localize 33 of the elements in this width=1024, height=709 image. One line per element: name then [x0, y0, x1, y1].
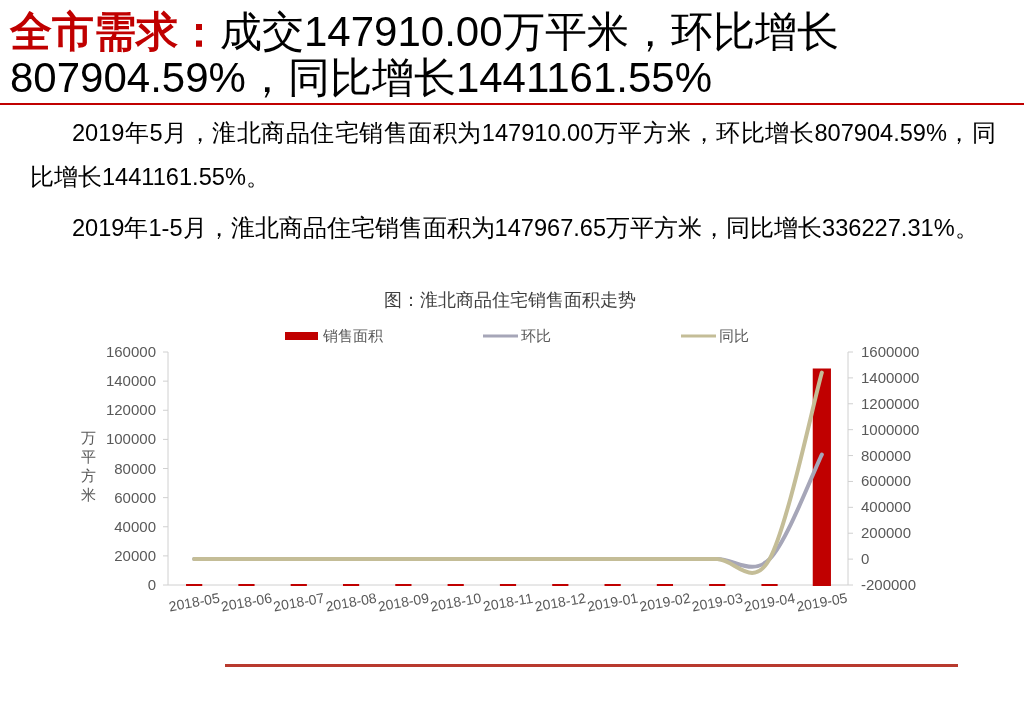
x-tick-label: 2019-05	[795, 589, 849, 615]
y2-tick-label: 200000	[861, 524, 912, 542]
y2-tick-label: 1600000	[861, 343, 920, 360]
y-tick-label: 60000	[114, 488, 156, 506]
text: 2019年5月，淮北商品住宅销售面积为147910.00万平方米，环比增长807904.59%，同比增长1441161.55%。	[30, 119, 996, 192]
text: 2019年1-5月，淮北商品住宅销售面积为147967.65万平方米，同比增长336227.31%。	[71, 214, 980, 243]
y2-tick-label: 0	[861, 550, 870, 568]
y-tick-label: 20000	[114, 546, 156, 564]
y2-tick-label: 600000	[861, 472, 912, 490]
x-tick-label: 2018-10	[429, 589, 483, 615]
y-tick-label: 0	[147, 576, 156, 593]
y-tick-label: 160000	[105, 343, 156, 360]
x-tick-label: 2019-02	[638, 589, 692, 615]
y2-tick-label: 1400000	[861, 368, 920, 386]
y-tick-label: 140000	[105, 372, 156, 390]
y-axis-title: 万平方米	[80, 429, 96, 503]
chart-subtitle: 图：淮北商品住宅销售面积走势	[384, 290, 636, 310]
x-tick-label: 2018-11	[481, 589, 535, 615]
y-tick-label: 40000	[114, 517, 156, 535]
y-tick-label: 80000	[114, 459, 156, 477]
y-tick-label: 120000	[105, 401, 156, 419]
y2-tick-label: 400000	[861, 498, 912, 516]
chart-title: 全市需求：成交147910.00万平米，环比增长807904.59%，同比增长1441161.55%	[10, 8, 840, 101]
legend-label: 同比	[719, 327, 749, 344]
y2-tick-label: 1200000	[861, 394, 920, 412]
x-tick-label: 2018-07	[272, 589, 326, 615]
legend-label: 环比	[521, 327, 551, 344]
x-tick-label: 2018-08	[324, 589, 378, 615]
y-tick-label: 100000	[105, 430, 156, 448]
y2-tick-label: 1000000	[861, 420, 920, 438]
y2-tick-label: 800000	[861, 446, 912, 464]
y2-tick-label: -200000	[861, 576, 917, 593]
legend-label: 销售面积	[322, 327, 383, 344]
